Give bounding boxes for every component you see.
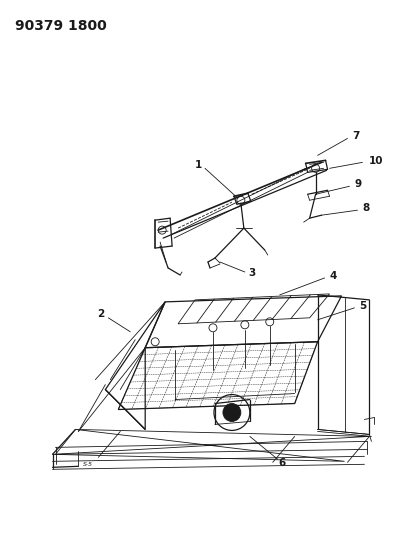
- Text: 7: 7: [353, 132, 360, 141]
- Text: 9: 9: [355, 179, 361, 189]
- Text: 5: 5: [359, 301, 367, 311]
- Text: 90379 1800: 90379 1800: [15, 19, 106, 33]
- Circle shape: [223, 403, 241, 422]
- Text: 3: 3: [248, 268, 256, 278]
- Text: 10: 10: [368, 156, 383, 166]
- Text: S·5: S·5: [83, 462, 93, 467]
- Text: 2: 2: [97, 309, 104, 319]
- Text: 6: 6: [278, 458, 285, 469]
- Text: 4: 4: [330, 271, 337, 281]
- Text: 8: 8: [362, 203, 370, 213]
- Text: 1: 1: [194, 160, 202, 171]
